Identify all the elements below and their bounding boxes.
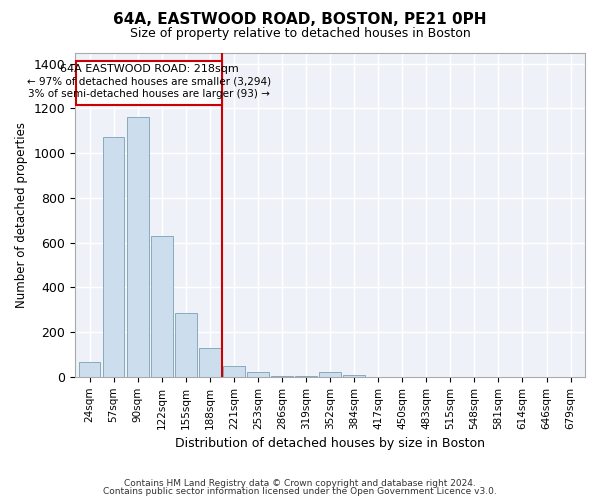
FancyBboxPatch shape [76,62,222,105]
Bar [247,372,269,377]
Text: Size of property relative to detached houses in Boston: Size of property relative to detached ho… [130,28,470,40]
Text: 64A, EASTWOOD ROAD, BOSTON, PE21 0PH: 64A, EASTWOOD ROAD, BOSTON, PE21 0PH [113,12,487,28]
Bar [127,118,149,377]
Bar [175,313,197,377]
Bar [343,374,365,377]
Bar [319,372,341,377]
Bar [223,366,245,377]
Bar [151,236,173,377]
Text: Contains public sector information licensed under the Open Government Licence v3: Contains public sector information licen… [103,487,497,496]
Text: ← 97% of detached houses are smaller (3,294): ← 97% of detached houses are smaller (3,… [27,76,271,86]
Y-axis label: Number of detached properties: Number of detached properties [15,122,28,308]
Text: 3% of semi-detached houses are larger (93) →: 3% of semi-detached houses are larger (9… [28,89,270,99]
Bar [199,348,221,377]
Bar [271,376,293,377]
Text: 64A EASTWOOD ROAD: 218sqm: 64A EASTWOOD ROAD: 218sqm [60,64,238,74]
Bar [103,138,124,377]
Bar [295,376,317,377]
Bar [79,362,100,377]
Text: Contains HM Land Registry data © Crown copyright and database right 2024.: Contains HM Land Registry data © Crown c… [124,478,476,488]
X-axis label: Distribution of detached houses by size in Boston: Distribution of detached houses by size … [175,437,485,450]
